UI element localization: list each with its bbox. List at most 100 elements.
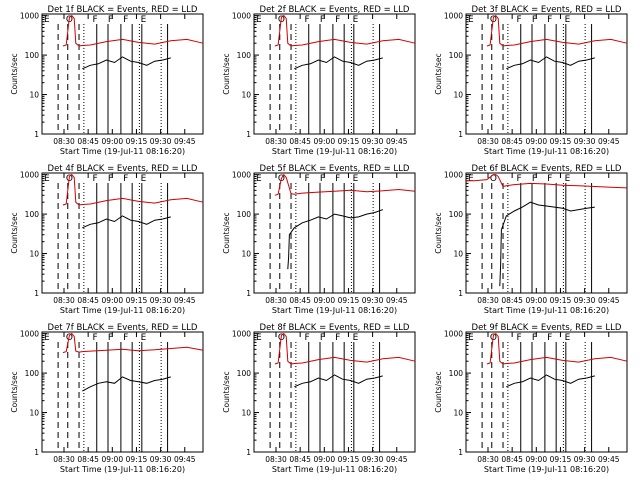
events-series-line: [499, 201, 595, 287]
interval-marker-label: F: [547, 15, 552, 25]
interval-marker-label: F: [305, 333, 310, 343]
y-tick-label: 10: [453, 250, 463, 259]
lld-series-line: [466, 174, 628, 189]
interval-marker-label: E: [353, 15, 359, 25]
plot-frame: [41, 13, 204, 135]
interval-marker-label: E: [353, 333, 359, 343]
interval-marker-label: E: [468, 15, 474, 25]
plot-frame: [465, 331, 628, 453]
interval-marker-label: F: [320, 15, 325, 25]
panel-title: Det 5f BLACK = Events, RED = LLD: [260, 164, 410, 174]
interval-marker-label: E: [468, 333, 474, 343]
interval-marker-label: F: [123, 174, 128, 184]
interval-marker-label: F: [108, 15, 113, 25]
x-tick-label: 09:45: [174, 137, 196, 146]
x-tick-label: 08:45: [289, 296, 311, 305]
interval-marker-label: F: [547, 174, 552, 184]
x-tick-label: 08:45: [501, 455, 523, 464]
y-tick-label: 100: [25, 51, 40, 60]
detector-panel-7: Det 7f BLACK = Events, RED = LLD 1 10 100 10…: [10, 323, 204, 474]
x-tick-label: 08:45: [289, 455, 311, 464]
interval-marker-label: E: [565, 15, 571, 25]
y-tick-label: 10: [241, 91, 251, 100]
x-tick-label: 09:45: [174, 296, 196, 305]
x-tick-label: 09:30: [574, 455, 596, 464]
interval-marker-label: E: [256, 333, 262, 343]
detector-panel-4: Det 4f BLACK = Events, RED = LLD 1 10 100 10…: [10, 164, 204, 315]
x-tick-label: 08:30: [53, 296, 75, 305]
x-tick-label: 09:15: [550, 137, 572, 146]
x-axis-label: Start Time (19-Jul-11 08:16:20): [484, 306, 609, 315]
interval-marker-label: E: [141, 15, 147, 25]
y-tick-label: 1000: [232, 12, 251, 21]
x-tick-label: 08:30: [477, 137, 499, 146]
plot-frame: [41, 331, 204, 453]
panel-title: Det 9f BLACK = Events, RED = LLD: [472, 323, 622, 333]
y-tick-label: 100: [237, 210, 252, 219]
x-tick-label: 09:00: [101, 296, 123, 305]
y-tick-label: 1000: [232, 330, 251, 339]
y-tick-label: 10: [29, 250, 39, 259]
y-axis-label: Counts/sec: [222, 371, 231, 412]
x-tick-label: 08:30: [265, 296, 287, 305]
y-tick-label: 10: [453, 91, 463, 100]
plot-frame: [253, 13, 416, 135]
plot-frame: [465, 13, 628, 135]
y-tick-label: 1: [34, 289, 39, 298]
y-axis-label: Counts/sec: [222, 53, 231, 94]
panel-title: Det 8f BLACK = Events, RED = LLD: [260, 323, 410, 333]
interval-marker-label: F: [123, 15, 128, 25]
y-axis-label: Counts/sec: [434, 371, 443, 412]
interval-marker-label: E: [565, 174, 571, 184]
x-tick-label: 08:45: [501, 296, 523, 305]
y-tick-label: 1000: [20, 171, 39, 180]
interval-marker-label: F: [532, 15, 537, 25]
y-tick-label: 10: [29, 409, 39, 418]
interval-marker-label: E: [44, 333, 50, 343]
x-tick-label: 09:00: [313, 455, 335, 464]
interval-marker-label: E: [44, 174, 50, 184]
interval-marker-label: F: [547, 333, 552, 343]
plot-frame: [41, 172, 204, 294]
interval-marker-label: O: [490, 174, 497, 184]
events-series-line: [506, 374, 595, 388]
x-tick-label: 08:30: [477, 296, 499, 305]
x-tick-label: 09:30: [150, 137, 172, 146]
interval-marker-label: E: [256, 15, 262, 25]
x-tick-label: 08:30: [53, 137, 75, 146]
events-series-line: [294, 374, 383, 388]
interval-marker-label: F: [305, 174, 310, 184]
interval-marker-label: E: [565, 333, 571, 343]
panel-title: Det 7f BLACK = Events, RED = LLD: [48, 323, 198, 333]
interval-marker-label: E: [44, 15, 50, 25]
panel-title: Det 1f BLACK = Events, RED = LLD: [48, 5, 198, 15]
interval-marker-label: F: [335, 15, 340, 25]
y-tick-label: 10: [29, 91, 39, 100]
interval-marker-label: F: [108, 333, 113, 343]
x-tick-label: 09:30: [574, 137, 596, 146]
interval-marker-label: F: [305, 15, 310, 25]
y-tick-label: 1000: [20, 12, 39, 21]
y-tick-label: 1: [246, 448, 251, 457]
events-series-line: [506, 56, 595, 70]
y-axis-label: Counts/sec: [10, 53, 19, 94]
x-tick-label: 09:00: [101, 455, 123, 464]
y-tick-label: 1: [34, 448, 39, 457]
x-tick-label: 09:45: [386, 137, 408, 146]
x-tick-label: 09:45: [598, 455, 620, 464]
x-tick-label: 09:30: [362, 296, 384, 305]
y-axis-label: Counts/sec: [10, 212, 19, 253]
y-axis-label: Counts/sec: [222, 212, 231, 253]
events-series-line: [82, 215, 171, 229]
events-series-line: [82, 56, 171, 70]
detector-panel-8: Det 8f BLACK = Events, RED = LLD 1 10 100 10…: [222, 323, 416, 474]
y-tick-label: 100: [25, 210, 40, 219]
interval-marker-label: F: [93, 174, 98, 184]
interval-marker-label: E: [468, 174, 474, 184]
x-axis-label: Start Time (19-Jul-11 08:16:20): [484, 465, 609, 474]
x-tick-label: 09:15: [550, 455, 572, 464]
x-tick-label: 09:15: [126, 296, 148, 305]
x-tick-label: 09:00: [525, 137, 547, 146]
interval-marker-label: F: [320, 333, 325, 343]
events-series-line: [82, 376, 171, 392]
